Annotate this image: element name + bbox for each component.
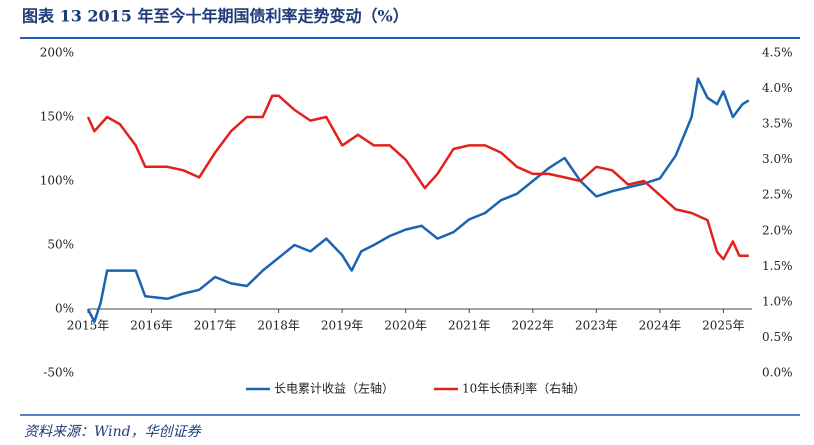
y-tick-label: 50%: [47, 238, 74, 252]
y-tick-label: 200%: [40, 46, 74, 60]
y2-tick-label: 2.5%: [762, 188, 793, 202]
source-note: 资料来源：Wind，华创证券: [24, 424, 202, 440]
x-tick-label: 2020年: [384, 319, 427, 333]
y2-tick-label: 0.5%: [762, 330, 793, 344]
x-tick-label: 2016年: [130, 319, 173, 333]
x-tick-label: 2019年: [321, 319, 364, 333]
y2-tick-label: 1.0%: [762, 294, 793, 308]
legend-label: 长电累计收益（左轴）: [274, 381, 394, 396]
x-tick-label: 2022年: [512, 319, 555, 333]
chart-title: 图表 13 2015 年至今十年期国债利率走势变动（%）: [22, 7, 409, 26]
y2-tick-label: 4.0%: [762, 81, 793, 95]
y2-tick-label: 2.0%: [762, 223, 793, 237]
y2-tick-label: 3.0%: [762, 152, 793, 166]
y-tick-label: 100%: [40, 174, 74, 188]
y2-tick-label: 3.5%: [762, 117, 793, 131]
y2-tick-label: 4.5%: [762, 46, 793, 60]
y-tick-label: -50%: [43, 366, 74, 380]
x-tick-label: 2025年: [702, 319, 745, 333]
legend-label: 10年长债利率（右轴）: [462, 381, 585, 396]
series-line: [86, 94, 749, 261]
x-tick-label: 2017年: [194, 319, 237, 333]
x-tick-label: 2021年: [448, 319, 491, 333]
y2-tick-label: 1.5%: [762, 259, 793, 273]
x-tick-label: 2015年: [67, 319, 110, 333]
x-tick-label: 2023年: [575, 319, 618, 333]
y-tick-label: 0%: [55, 302, 74, 316]
x-tick-label: 2018年: [257, 319, 300, 333]
series-line: [86, 77, 750, 324]
y-tick-label: 150%: [40, 110, 74, 124]
x-tick-label: 2024年: [639, 319, 682, 333]
y2-tick-label: 0.0%: [762, 366, 793, 380]
